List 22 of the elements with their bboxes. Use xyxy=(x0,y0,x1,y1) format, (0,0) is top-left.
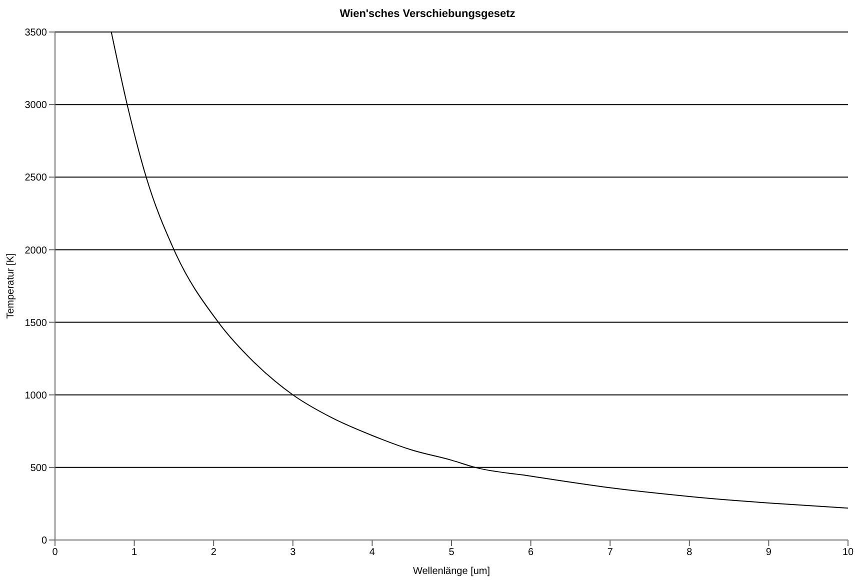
x-tick-label: 3 xyxy=(290,547,296,558)
y-tick-label: 1000 xyxy=(24,390,48,402)
y-tick-label: 2000 xyxy=(24,245,48,256)
x-tick-label: 1 xyxy=(132,547,138,558)
x-tick-label: 6 xyxy=(528,547,534,558)
x-tick-label: 10 xyxy=(842,547,854,558)
x-tick-label: 0 xyxy=(52,547,58,558)
x-tick-label: 5 xyxy=(448,547,455,558)
x-tick-label: 8 xyxy=(686,547,693,558)
y-tick-label: 3500 xyxy=(24,28,48,39)
x-axis-title: Wellenlänge [um] xyxy=(412,566,490,577)
x-tick-label: 7 xyxy=(607,547,614,558)
chart-title: Wien'sches Verschiebungsgesetz xyxy=(338,8,516,20)
x-tick-label: 2 xyxy=(210,547,217,558)
x-tick-label: 4 xyxy=(369,547,376,558)
y-tick-label: 1500 xyxy=(24,318,48,329)
y-tick-label: 0 xyxy=(41,536,48,547)
y-tick-label: 3000 xyxy=(24,100,48,112)
y-tick-label: 500 xyxy=(30,462,48,474)
y-tick-label: 2500 xyxy=(24,172,48,184)
x-tick-label: 9 xyxy=(766,547,772,558)
y-axis-title: Temperatur [K] xyxy=(6,252,17,319)
